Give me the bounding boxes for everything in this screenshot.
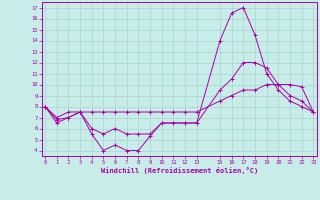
- X-axis label: Windchill (Refroidissement éolien,°C): Windchill (Refroidissement éolien,°C): [100, 167, 258, 174]
